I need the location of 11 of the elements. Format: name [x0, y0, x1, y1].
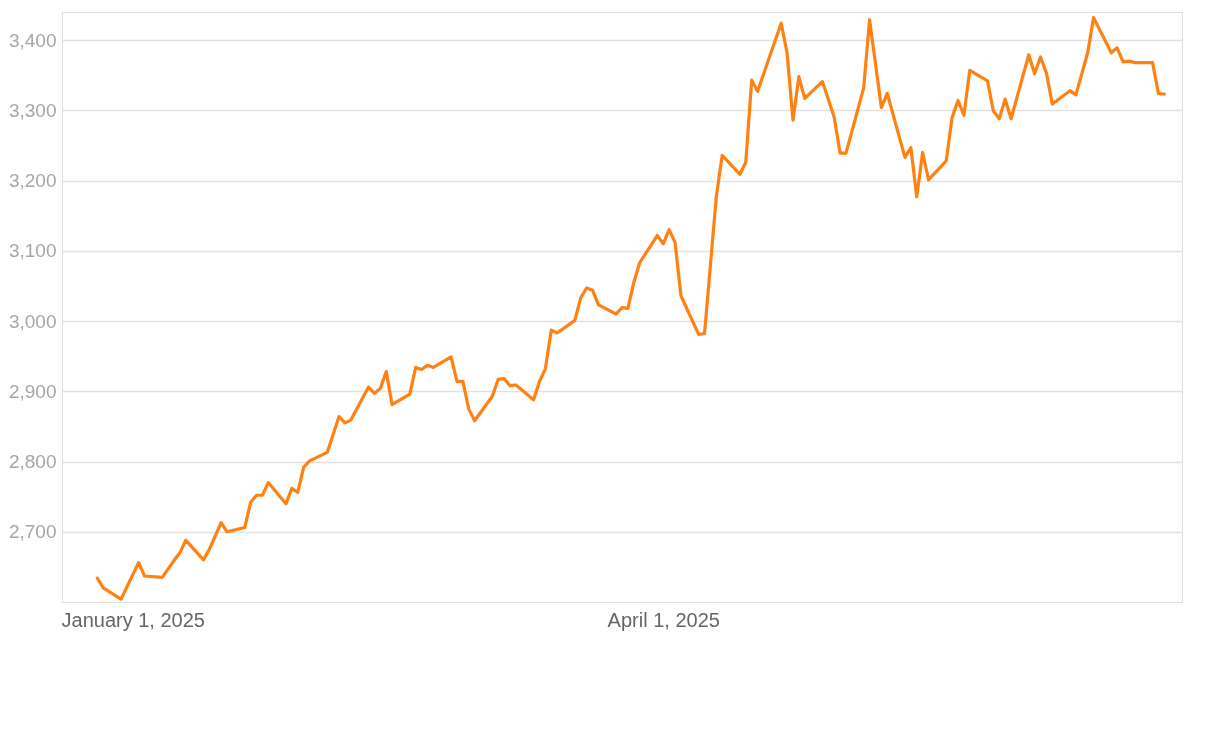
line-series	[95, 16, 1166, 601]
y-tick-label: 3,300	[8, 99, 57, 121]
y-tick-label: 2,700	[8, 521, 57, 543]
y-tick-label: 3,200	[8, 170, 57, 192]
y-tick-label: 2,800	[8, 451, 57, 473]
y-tick-label: 3,400	[8, 29, 57, 51]
y-tick-label: 2,900	[8, 380, 57, 402]
x-tick-label: April 1, 2025	[607, 608, 720, 631]
y-tick-label: 3,100	[8, 240, 57, 262]
y-tick-label: 3,000	[8, 310, 57, 332]
x-tick-label: January 1, 2025	[61, 608, 205, 631]
